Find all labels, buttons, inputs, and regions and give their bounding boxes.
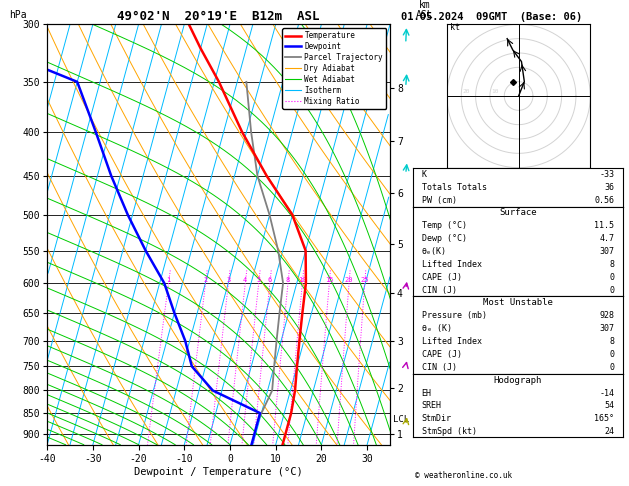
Text: 8: 8 bbox=[286, 277, 290, 283]
Text: CAPE (J): CAPE (J) bbox=[421, 350, 462, 359]
Text: 1: 1 bbox=[167, 277, 170, 283]
Text: 165°: 165° bbox=[594, 414, 615, 423]
Text: StmDir: StmDir bbox=[421, 414, 452, 423]
Text: CIN (J): CIN (J) bbox=[421, 363, 457, 372]
Text: Most Unstable: Most Unstable bbox=[483, 298, 553, 308]
Text: PW (cm): PW (cm) bbox=[421, 195, 457, 205]
Text: 0.56: 0.56 bbox=[594, 195, 615, 205]
X-axis label: Dewpoint / Temperature (°C): Dewpoint / Temperature (°C) bbox=[134, 467, 303, 477]
Text: 0: 0 bbox=[610, 286, 615, 295]
Text: 36: 36 bbox=[604, 183, 615, 191]
Text: Dewp (°C): Dewp (°C) bbox=[421, 234, 467, 243]
Text: 0: 0 bbox=[610, 273, 615, 282]
Text: 4.7: 4.7 bbox=[599, 234, 615, 243]
Text: 4: 4 bbox=[243, 277, 247, 283]
Text: 0: 0 bbox=[610, 363, 615, 372]
Text: 5: 5 bbox=[257, 277, 261, 283]
Text: 2: 2 bbox=[203, 277, 208, 283]
Text: Mixing Ratio (g/kg): Mixing Ratio (g/kg) bbox=[461, 183, 470, 286]
Text: 24: 24 bbox=[604, 427, 615, 435]
Text: StmSpd (kt): StmSpd (kt) bbox=[421, 427, 477, 435]
Text: SREH: SREH bbox=[421, 401, 442, 410]
Text: km
ASL: km ASL bbox=[415, 0, 433, 20]
Text: 11.5: 11.5 bbox=[594, 221, 615, 230]
Legend: Temperature, Dewpoint, Parcel Trajectory, Dry Adiabat, Wet Adiabat, Isotherm, Mi: Temperature, Dewpoint, Parcel Trajectory… bbox=[282, 28, 386, 109]
Text: 3: 3 bbox=[226, 277, 231, 283]
Text: 54: 54 bbox=[604, 401, 615, 410]
Text: 20: 20 bbox=[345, 277, 353, 283]
Text: 928: 928 bbox=[599, 312, 615, 320]
Text: kt: kt bbox=[450, 23, 460, 32]
Text: EH: EH bbox=[421, 389, 431, 398]
Text: -14: -14 bbox=[599, 389, 615, 398]
Text: 0: 0 bbox=[610, 350, 615, 359]
Text: θₑ(K): θₑ(K) bbox=[421, 247, 447, 256]
Text: 01.05.2024  09GMT  (Base: 06): 01.05.2024 09GMT (Base: 06) bbox=[401, 12, 582, 22]
Text: 6: 6 bbox=[268, 277, 272, 283]
Text: Surface: Surface bbox=[499, 208, 537, 217]
Text: Totals Totals: Totals Totals bbox=[421, 183, 487, 191]
Text: 15: 15 bbox=[325, 277, 333, 283]
Text: Temp (°C): Temp (°C) bbox=[421, 221, 467, 230]
Text: 307: 307 bbox=[599, 247, 615, 256]
Text: Pressure (mb): Pressure (mb) bbox=[421, 312, 487, 320]
Text: 25: 25 bbox=[360, 277, 369, 283]
Text: Hodograph: Hodograph bbox=[494, 376, 542, 385]
Text: 10: 10 bbox=[298, 277, 306, 283]
Text: -33: -33 bbox=[599, 170, 615, 179]
Text: LCL: LCL bbox=[393, 415, 409, 424]
Text: 20: 20 bbox=[463, 89, 470, 94]
Text: © weatheronline.co.uk: © weatheronline.co.uk bbox=[415, 471, 512, 480]
Text: Lifted Index: Lifted Index bbox=[421, 260, 482, 269]
Text: Lifted Index: Lifted Index bbox=[421, 337, 482, 347]
Text: 8: 8 bbox=[610, 337, 615, 347]
Text: CIN (J): CIN (J) bbox=[421, 286, 457, 295]
Text: 8: 8 bbox=[610, 260, 615, 269]
Text: K: K bbox=[421, 170, 426, 179]
Text: CAPE (J): CAPE (J) bbox=[421, 273, 462, 282]
Text: 10: 10 bbox=[491, 89, 499, 94]
Title: 49°02'N  20°19'E  B12m  ASL: 49°02'N 20°19'E B12m ASL bbox=[118, 10, 320, 23]
Text: θₑ (K): θₑ (K) bbox=[421, 324, 452, 333]
Text: hPa: hPa bbox=[9, 10, 27, 20]
Text: 307: 307 bbox=[599, 324, 615, 333]
